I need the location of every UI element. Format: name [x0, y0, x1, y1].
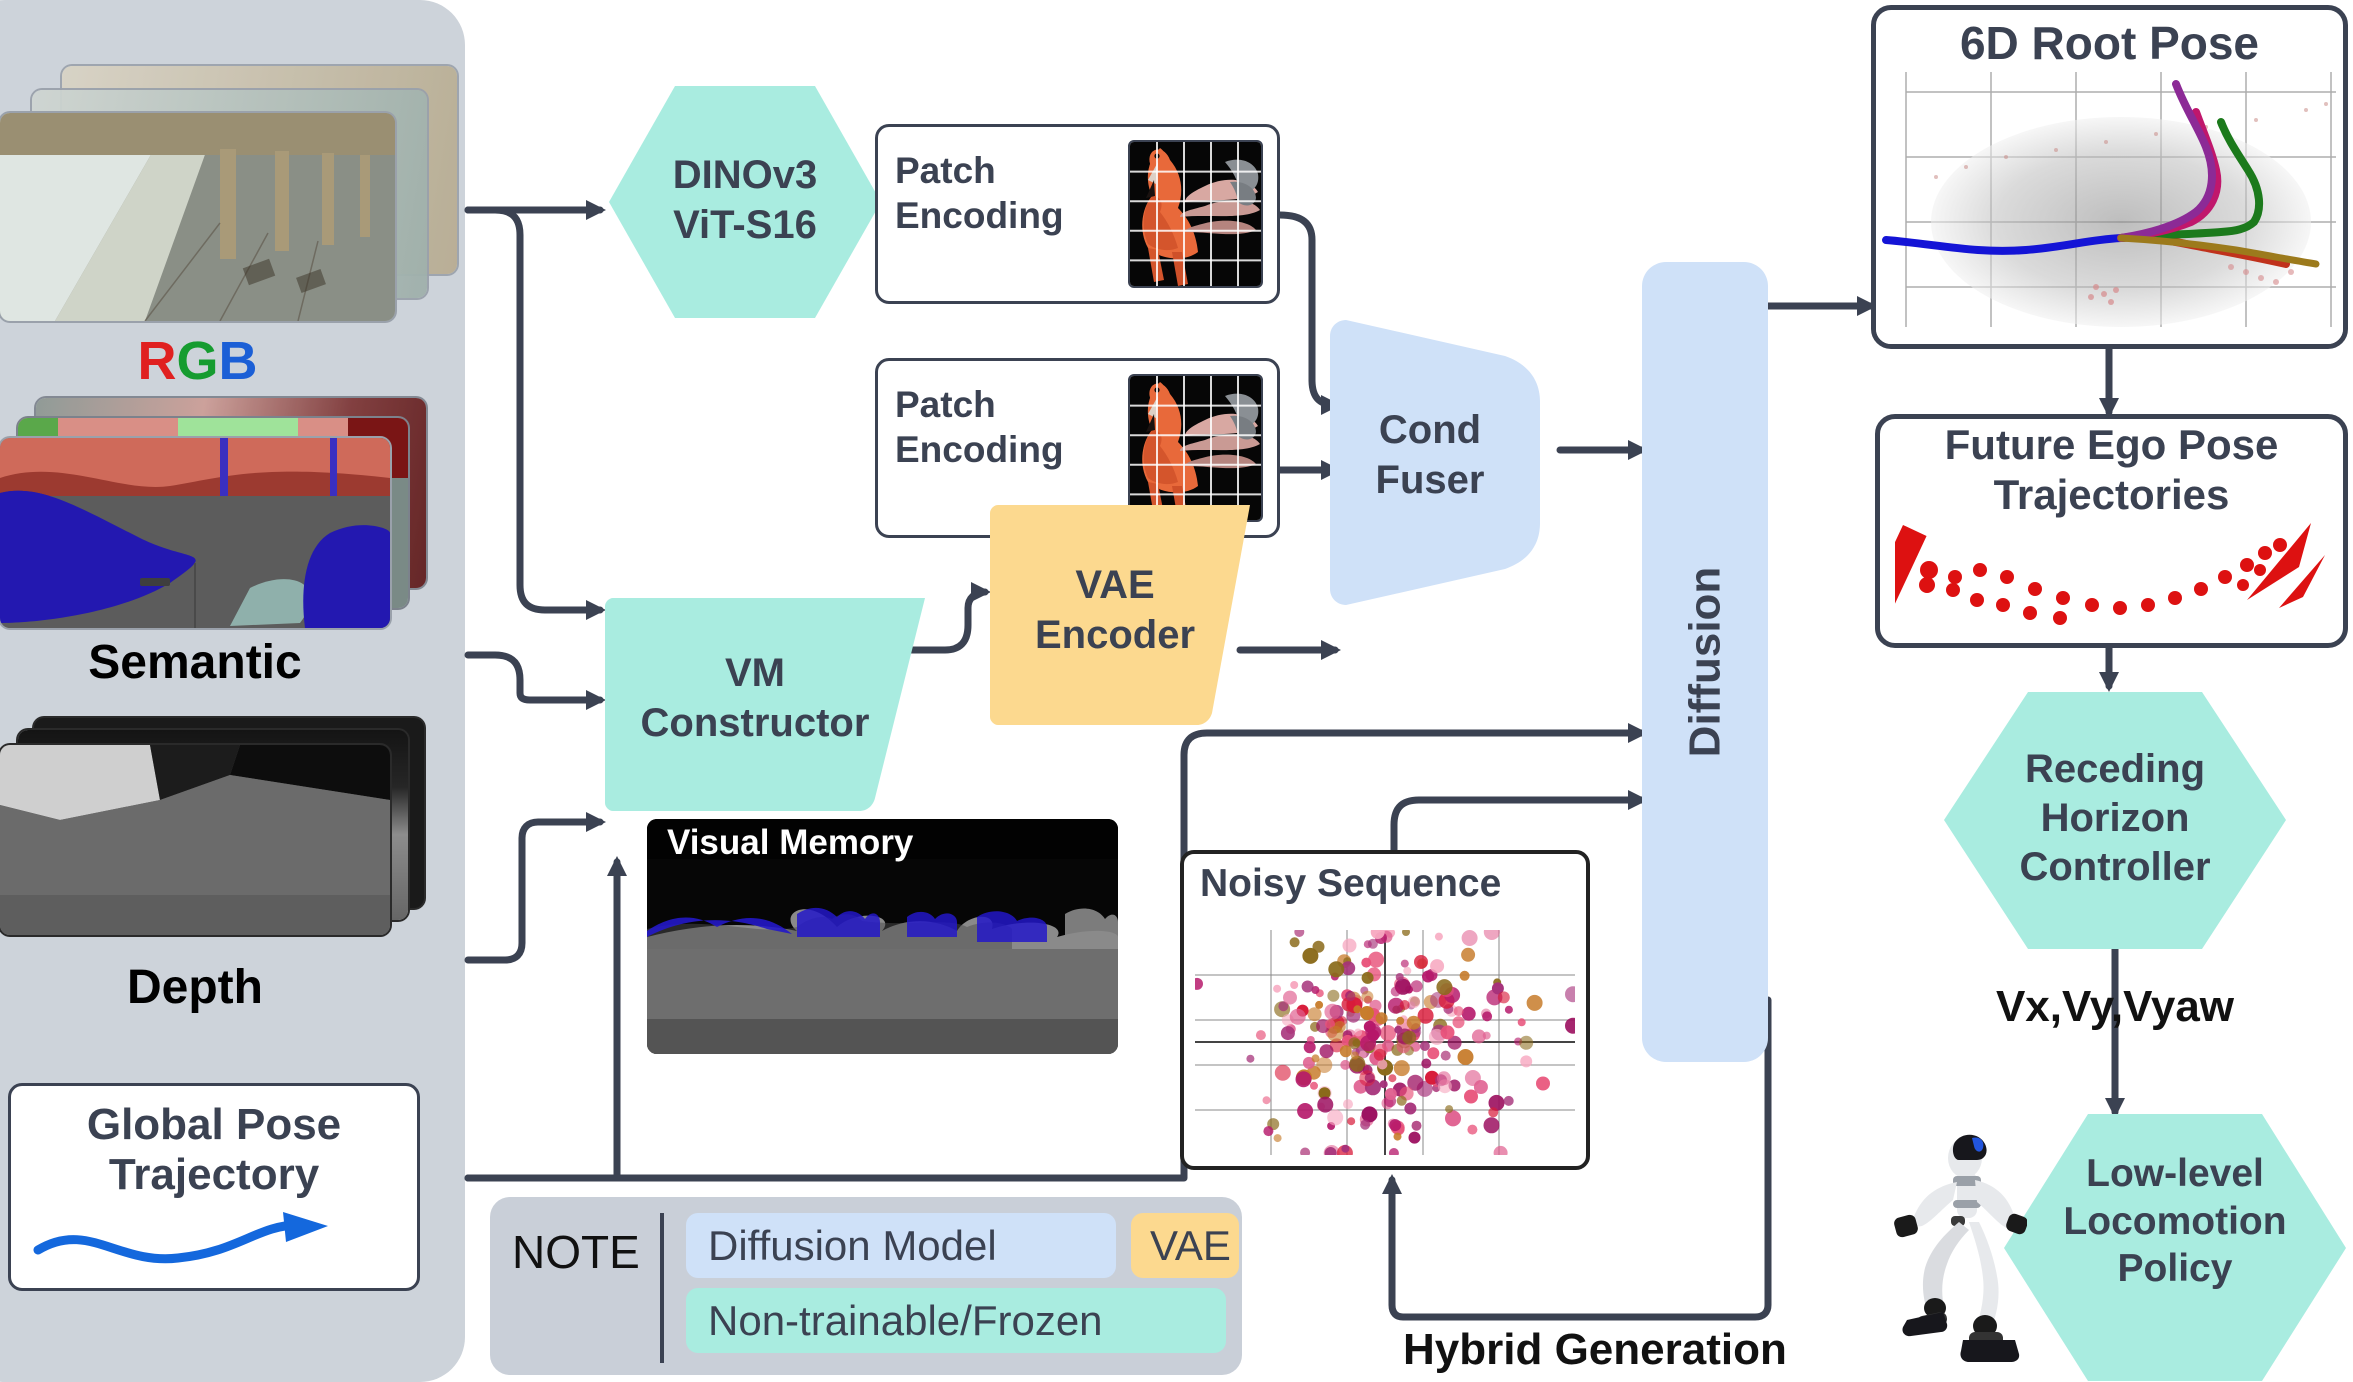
- svg-text:Visual Memory: Visual Memory: [667, 823, 914, 862]
